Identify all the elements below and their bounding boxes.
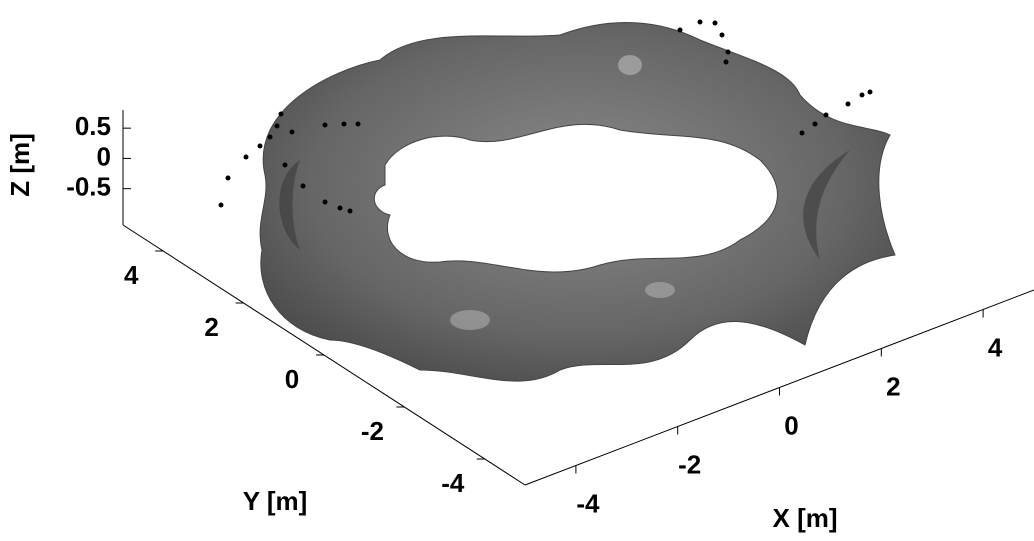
z-tick-label: 0.5 <box>75 111 111 141</box>
y-tick-label: -2 <box>361 416 384 446</box>
x-tick-label: 0 <box>784 410 798 440</box>
y-tick-label: -4 <box>441 468 465 498</box>
x-tick-label: 2 <box>886 371 900 401</box>
x-axis-label: X [m] <box>773 503 838 533</box>
z-tick-label: 0 <box>97 141 111 171</box>
y-axis-label: Y [m] <box>243 486 308 516</box>
y-tick-label: 0 <box>285 364 299 394</box>
z-axis-label: Z [m] <box>5 133 35 197</box>
y-tick-label: 2 <box>204 312 218 342</box>
chart: X [m] Y [m] Z [m] -4-2024-4-2024-0.500.5 <box>0 0 1034 541</box>
y-tick-label: 4 <box>124 260 139 290</box>
x-tick-label: -4 <box>576 488 600 518</box>
z-tick-label: -0.5 <box>66 172 111 202</box>
x-tick-label: 4 <box>988 332 1003 362</box>
surface <box>260 23 895 382</box>
x-tick-label: -2 <box>678 449 701 479</box>
